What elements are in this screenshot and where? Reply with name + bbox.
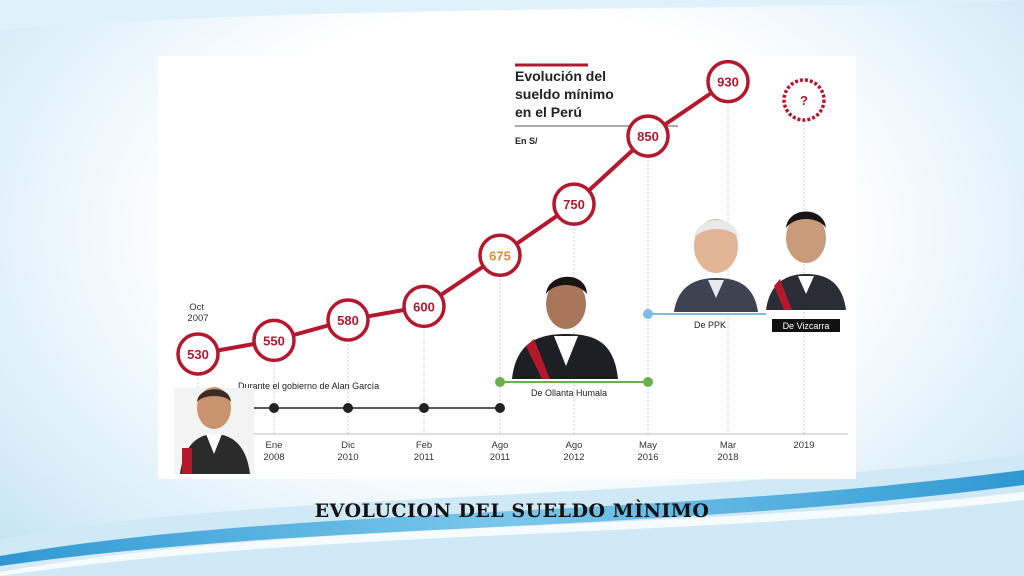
unknown-node xyxy=(782,78,826,122)
wage-node xyxy=(402,284,446,329)
wage-node xyxy=(706,59,750,104)
wage-data-label: 580 xyxy=(337,313,359,328)
x-axis-ticks: Ene2008Dic2010Feb2011Ago2011Ago2012May20… xyxy=(263,440,814,463)
x-tick-label: Dic xyxy=(341,440,355,451)
wage-node xyxy=(478,233,522,278)
x-tick-label: Ago xyxy=(492,440,509,451)
timeline-dot xyxy=(269,403,279,413)
timeline-dot xyxy=(495,403,505,413)
wage-data-label: 930 xyxy=(717,75,739,90)
wage-node xyxy=(326,298,370,342)
period-label-humala: De Ollanta Humala xyxy=(531,388,607,398)
wage-node xyxy=(552,182,596,226)
period-label-ppk: De PPK xyxy=(694,320,726,330)
wage-data-label: 550 xyxy=(263,333,285,348)
x-tick-label: Ago xyxy=(566,440,583,451)
x-tick-label: 2010 xyxy=(337,452,358,463)
timeline-dot xyxy=(643,309,653,319)
x-tick-label: 2012 xyxy=(563,452,584,463)
portrait-ppk xyxy=(674,219,758,312)
x-tick-label: Feb xyxy=(416,440,432,451)
infographic-card: Evolución del sueldo mínimo en el Perú E… xyxy=(158,56,856,479)
x-tick-label: May xyxy=(639,440,657,451)
slide-caption: EVOLUCION DEL SUELDO MÌNIMO xyxy=(314,500,710,522)
period-label-garcia: Durante el gobierno de Alan García xyxy=(238,381,379,391)
chart-title-line-2: sueldo mínimo xyxy=(515,86,614,102)
chart-unit: En S/ xyxy=(515,136,538,146)
x-tick-label: 2008 xyxy=(263,452,284,463)
wage-node xyxy=(176,332,220,376)
x-tick-label: Ene xyxy=(266,440,283,451)
x-tick-label: 2019 xyxy=(793,440,814,451)
timeline-dots xyxy=(269,309,653,413)
timeline-dot xyxy=(343,403,353,413)
portrait-humala xyxy=(512,276,618,379)
wage-nodes: 530 550 580 600 675 750 850 930? xyxy=(176,59,826,376)
timeline-dot xyxy=(643,377,653,387)
x-tick-label: 2018 xyxy=(717,452,738,463)
portrait-vizcarra xyxy=(766,211,846,310)
x-tick-label: Mar xyxy=(720,440,736,451)
first-date-annotation: Oct 2007 xyxy=(187,302,208,324)
portrait-garcia xyxy=(174,387,254,474)
timeline-dot xyxy=(419,403,429,413)
wage-node xyxy=(252,318,296,363)
wage-data-label: 850 xyxy=(637,129,659,144)
chart-title-line-1: Evolución del xyxy=(515,68,606,84)
period-label-vizcarra: De Vizcarra xyxy=(783,321,830,331)
timeline-dot xyxy=(495,377,505,387)
x-tick-label: 2011 xyxy=(414,452,434,463)
wage-data-label: ? xyxy=(800,93,808,108)
x-tick-label: 2011 xyxy=(490,452,510,463)
wage-data-label: 530 xyxy=(187,347,209,362)
x-tick-label: 2016 xyxy=(637,452,658,463)
period-badge-vizcarra xyxy=(772,319,840,332)
chart-title-line-3: en el Perú xyxy=(515,104,582,120)
wage-data-label: 600 xyxy=(413,299,435,314)
wage-data-label: 675 xyxy=(489,248,511,263)
wage-data-label: 750 xyxy=(563,197,585,212)
wage-node xyxy=(626,114,670,158)
minimum-wage-chart: Evolución del sueldo mínimo en el Perú E… xyxy=(174,59,848,474)
